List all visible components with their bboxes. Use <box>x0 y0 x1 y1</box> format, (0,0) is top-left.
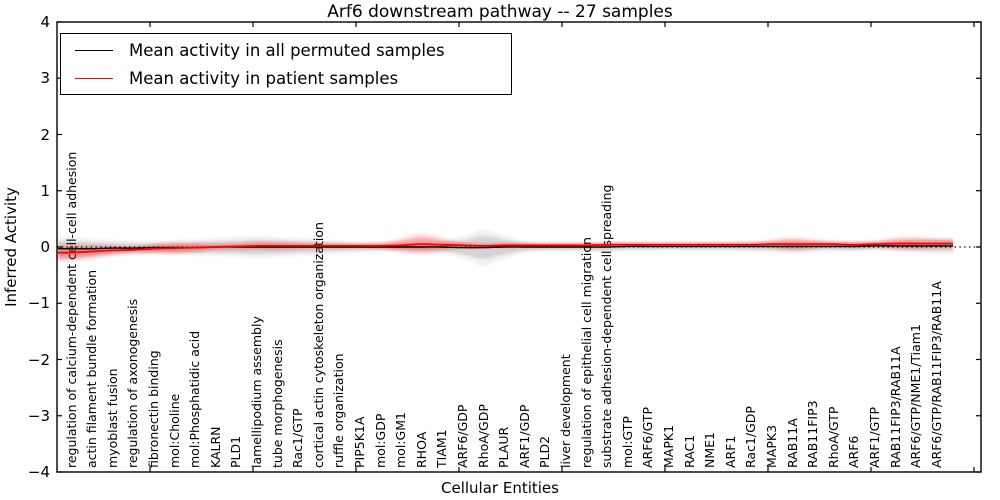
y-tick-label: −3 <box>27 406 50 425</box>
chart-title: Arf6 downstream pathway -- 27 samples <box>327 2 673 22</box>
legend-label-patient: Mean activity in patient samples <box>129 68 399 88</box>
legend-line-swatch-patient <box>75 77 113 79</box>
legend-item-patient: Mean activity in patient samples <box>61 65 511 91</box>
y-tick-label: −1 <box>27 294 50 313</box>
y-tick-label: 1 <box>40 181 50 200</box>
y-tick-label: −4 <box>27 463 50 481</box>
legend-item-permuted: Mean activity in all permuted samples <box>61 37 511 63</box>
y-tick-label: −2 <box>27 350 50 369</box>
legend-line-swatch-permuted <box>75 49 113 51</box>
y-tick-label: 0 <box>40 238 50 256</box>
patient-mean-line <box>57 242 953 254</box>
x-axis-label: Cellular Entities <box>441 479 559 497</box>
band-1 <box>58 237 953 259</box>
y-tick-label: 2 <box>40 125 50 144</box>
y-tick-label: 3 <box>40 69 50 88</box>
legend-label-permuted: Mean activity in all permuted samples <box>129 40 445 60</box>
y-tick-label: 4 <box>40 13 50 31</box>
legend: Mean activity in all permuted samples Me… <box>60 33 512 95</box>
